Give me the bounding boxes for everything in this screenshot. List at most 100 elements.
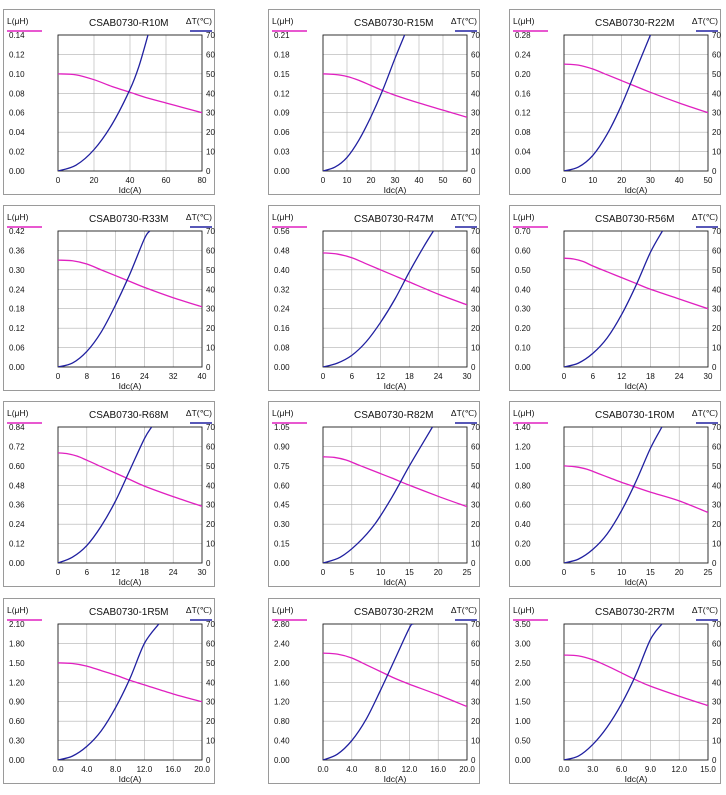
y2-tick-label: 10 — [471, 540, 480, 549]
chart-title: CSAB0730-R15M — [354, 18, 433, 29]
y2-tick-label: 40 — [471, 481, 480, 490]
x-tick-label: 3.0 — [587, 765, 599, 774]
y2-tick-label: 60 — [471, 639, 480, 648]
y-tick-label: 1.00 — [515, 717, 531, 726]
y2-tick-label: 40 — [471, 89, 480, 98]
x-axis-label: Idc(A) — [119, 381, 142, 391]
y-tick-label: 0.03 — [274, 148, 290, 157]
y2-tick-label: 70 — [206, 620, 215, 629]
y-tick-label: 0.40 — [515, 285, 531, 294]
y-tick-label: 0.80 — [274, 717, 290, 726]
y2-tick-label: 50 — [206, 659, 215, 668]
y-tick-label: 0.80 — [515, 481, 531, 490]
chart-panel: CSAB0730-1R0M L(μH) ΔT(℃) 0.00 0.20 0.40 0.60 0… — [509, 401, 721, 587]
y2-tick-label: 10 — [712, 737, 721, 746]
y2-tick-label: 50 — [471, 266, 480, 275]
chart-panel: CSAB0730-2R2M L(μH) ΔT(℃) 0.00 0.40 0.80 1.20 1… — [268, 598, 480, 784]
y-tick-label: 0.12 — [9, 50, 25, 59]
y-axis-label-inductance: L(μH) — [272, 408, 294, 418]
y2-tick-label: 60 — [471, 246, 480, 255]
y-tick-label: 0.40 — [515, 520, 531, 529]
x-axis-label: Idc(A) — [119, 577, 142, 587]
y2-tick-label: 50 — [712, 70, 721, 79]
series-line-inductance — [323, 652, 467, 708]
x-tick-label: 20.0 — [459, 765, 475, 774]
x-tick-label: 18 — [405, 372, 414, 381]
chart-svg: CSAB0730-1R0M L(μH) ΔT(℃) 0.00 0.20 0.40 0.60 0… — [513, 408, 721, 587]
x-tick-label: 0 — [562, 568, 567, 577]
chart-panel: CSAB0730-R33M L(μH) ΔT(℃) 0.00 0.06 0.12 0.18 0… — [3, 205, 215, 391]
y-tick-label: 0.08 — [515, 128, 531, 137]
chart-title: CSAB0730-2R7M — [595, 607, 674, 618]
y2-tick-label: 70 — [712, 423, 721, 432]
y2-tick-label: 60 — [206, 442, 215, 451]
x-tick-label: 30 — [463, 372, 472, 381]
y2-tick-label: 0 — [712, 167, 717, 176]
y-axis-label-inductance: L(μH) — [7, 16, 29, 26]
x-tick-label: 24 — [140, 372, 149, 381]
chart-panel: CSAB0730-1R5M L(μH) ΔT(℃) 0.00 0.30 0.60 0.90 1… — [3, 598, 215, 784]
chart-panel: CSAB0730-R22M L(μH) ΔT(℃) 0.00 0.04 0.08 0.12 0… — [509, 9, 721, 195]
y-tick-label: 0.04 — [515, 148, 531, 157]
plot-frame — [57, 230, 203, 368]
y2-tick-label: 20 — [206, 324, 215, 333]
y2-tick-label: 10 — [712, 344, 721, 353]
y2-tick-label: 30 — [206, 305, 215, 314]
y-tick-label: 0.30 — [515, 305, 531, 314]
x-tick-label: 40 — [675, 176, 684, 185]
series-line-inductance — [58, 662, 202, 703]
x-tick-label: 0 — [562, 372, 567, 381]
y2-tick-label: 60 — [712, 50, 721, 59]
y-tick-label: 0.18 — [274, 50, 290, 59]
y-tick-label: 0.00 — [274, 756, 290, 765]
y2-tick-label: 70 — [712, 227, 721, 236]
x-tick-label: 25 — [463, 568, 472, 577]
y-tick-label: 0.12 — [9, 324, 25, 333]
chart-title: CSAB0730-1R0M — [595, 410, 674, 421]
series-line-temperature — [564, 427, 663, 563]
y2-tick-label: 0 — [471, 167, 476, 176]
y-tick-label: 0.56 — [274, 227, 290, 236]
y-tick-label: 0.09 — [274, 109, 290, 118]
chart-svg: CSAB0730-R82M L(μH) ΔT(℃) 0.00 0.15 0.30 0.45 0… — [272, 408, 480, 587]
x-tick-label: 8.0 — [375, 765, 387, 774]
x-tick-label: 18 — [646, 372, 655, 381]
y-tick-label: 1.60 — [274, 678, 290, 687]
series-line-inductance — [58, 452, 202, 507]
y2-tick-label: 10 — [471, 344, 480, 353]
y-tick-label: 1.40 — [515, 423, 531, 432]
y2-tick-label: 10 — [206, 344, 215, 353]
y-tick-label: 0.20 — [515, 324, 531, 333]
y-tick-label: 0.28 — [515, 31, 531, 40]
y2-tick-label: 30 — [206, 109, 215, 118]
y2-tick-label: 10 — [712, 540, 721, 549]
y2-tick-label: 40 — [206, 678, 215, 687]
y2-axis-label-temperature: ΔT(℃) — [451, 212, 477, 222]
y2-tick-label: 20 — [206, 520, 215, 529]
x-tick-label: 20 — [367, 176, 376, 185]
y-tick-label: 0.04 — [9, 128, 25, 137]
y2-axis-label-temperature: ΔT(℃) — [692, 408, 718, 418]
chart-panel: CSAB0730-2R7M L(μH) ΔT(℃) 0.00 0.50 1.00 1.50 2… — [509, 598, 721, 784]
y-tick-label: 0.00 — [274, 167, 290, 176]
y-tick-label: 0.75 — [274, 462, 290, 471]
y2-tick-label: 10 — [471, 737, 480, 746]
y2-axis-label-temperature: ΔT(℃) — [186, 605, 212, 615]
y-tick-label: 0.15 — [274, 70, 290, 79]
y-axis-label-inductance: L(μH) — [513, 212, 535, 222]
y-tick-label: 0.00 — [274, 559, 290, 568]
y-tick-label: 0.45 — [274, 501, 290, 510]
x-tick-label: 16 — [111, 372, 120, 381]
y-tick-label: 0.20 — [515, 540, 531, 549]
y-axis-label-inductance: L(μH) — [7, 212, 29, 222]
y2-tick-label: 30 — [712, 501, 721, 510]
y2-tick-label: 30 — [471, 305, 480, 314]
y-tick-label: 0.00 — [9, 167, 25, 176]
y2-tick-label: 40 — [712, 481, 721, 490]
y-tick-label: 0.30 — [9, 737, 25, 746]
x-axis-label: Idc(A) — [384, 774, 407, 784]
chart-title: CSAB0730-R82M — [354, 410, 433, 421]
y2-tick-label: 70 — [206, 31, 215, 40]
